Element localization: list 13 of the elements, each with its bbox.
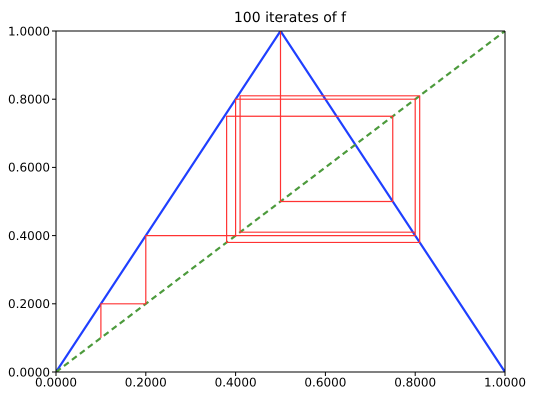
y-tick-label: 0.6000 xyxy=(8,160,50,175)
x-tick-label: 0.6000 xyxy=(304,376,346,390)
chart-title: 100 iterates of f xyxy=(232,10,348,26)
y-tick-label: 0.8000 xyxy=(8,92,50,106)
x-tick-label: 0.0000 xyxy=(35,376,77,390)
x-tick-label: 1.0000 xyxy=(484,376,526,390)
x-tick-label: 0.8000 xyxy=(394,376,436,390)
x-tick-label: 0.4000 xyxy=(214,376,257,390)
y-tick-label: 0.2000 xyxy=(8,297,50,312)
x-tick-label: 0.2000 xyxy=(124,376,167,390)
y-tick-label: 1.0000 xyxy=(8,24,50,38)
line-series xyxy=(100,31,420,338)
y-tick-label: 0.4000 xyxy=(8,228,50,243)
